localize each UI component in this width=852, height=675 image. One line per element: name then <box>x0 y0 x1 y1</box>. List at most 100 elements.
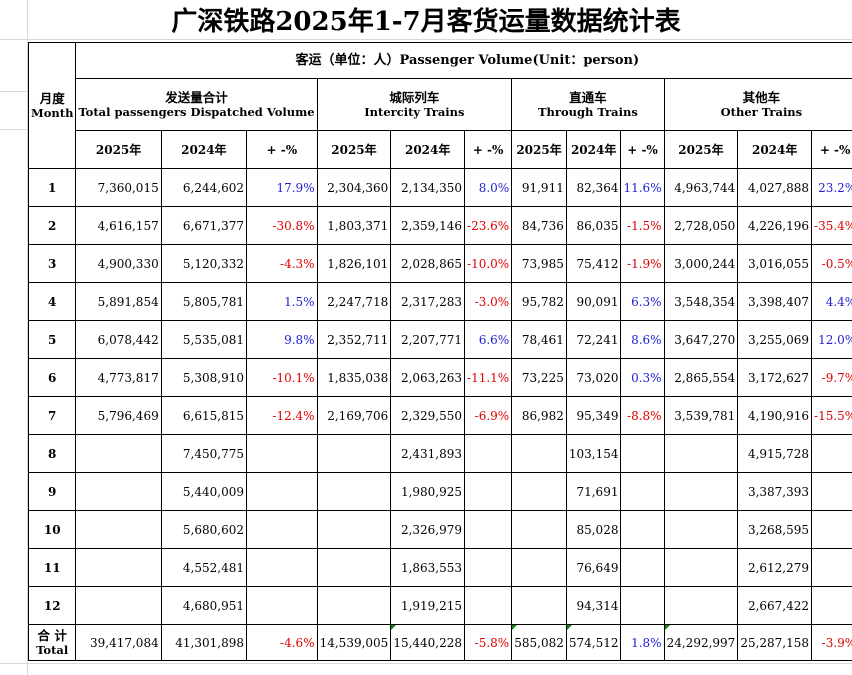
total-change-cell: 1.5% <box>246 282 318 321</box>
intercity-change-cell: 8.0% <box>464 168 513 207</box>
total-2025-cell: 6,078,442 <box>75 320 162 359</box>
other-2024-cell: 3,255,069 <box>737 320 813 359</box>
sub-header-cell: 2024年 <box>390 130 466 169</box>
other-2025-cell: 3,539,781 <box>663 396 739 435</box>
through-change-cell: -1.9% <box>620 244 665 283</box>
other-2024-cell: 2,667,422 <box>737 586 813 625</box>
other-2024-cell: 3,268,595 <box>737 510 813 549</box>
other-change-cell <box>811 586 852 625</box>
other-2024-cell: 4,226,196 <box>737 206 813 245</box>
through-change-cell: -8.8% <box>620 396 665 435</box>
group-header-other: 其他车 Other Trains <box>663 78 852 131</box>
intercity-2025-cell <box>316 434 392 473</box>
sub-header-cell: 2025年 <box>316 130 392 169</box>
data-table: 月度 Month 客运（单位：人）Passenger Volume(Unit：p… <box>27 42 852 661</box>
total-2024-cell: 5,680,602 <box>160 510 248 549</box>
month-cell: 5 <box>27 320 77 359</box>
through-change-cell: 8.6% <box>620 320 665 359</box>
month-cell: 10 <box>27 510 77 549</box>
other-change-cell <box>811 510 852 549</box>
through-2024-cell: 73,020 <box>565 358 622 397</box>
month-cell: 6 <box>27 358 77 397</box>
table-row: 11 4,552,481 1,863,553 76,649 2,612,279 <box>27 548 852 587</box>
intercity-2024-cell: 2,326,979 <box>390 510 466 549</box>
total-2025-cell <box>75 434 162 473</box>
intercity-2024-cell: 2,329,550 <box>390 396 466 435</box>
total-2024-cell: 5,805,781 <box>160 282 248 321</box>
through-2025-cell: 91,911 <box>511 168 567 207</box>
table-row: 1 7,360,015 6,244,602 17.9% 2,304,360 2,134,3… <box>27 168 852 207</box>
other-2024-cell: 4,027,888 <box>737 168 813 207</box>
sub-header-cell: 2025年 <box>75 130 162 169</box>
table-row: 9 5,440,009 1,980,925 71,691 3,387,393 <box>27 472 852 511</box>
other-2024-cell: 2,612,279 <box>737 548 813 587</box>
total-change-cell: 17.9% <box>246 168 318 207</box>
other-2024-cell: 3,016,055 <box>737 244 813 283</box>
total-2025-cell: 5,891,854 <box>75 282 162 321</box>
other-total-2024-cell: 25,287,158 <box>737 624 813 661</box>
through-change-cell: -1.5% <box>620 206 665 245</box>
through-2024-cell: 94,314 <box>565 586 622 625</box>
total-total-2024-cell: 41,301,898 <box>160 624 248 661</box>
total-2024-cell: 4,680,951 <box>160 586 248 625</box>
intercity-change-cell <box>464 510 513 549</box>
through-2025-cell <box>511 472 567 511</box>
month-cell: 2 <box>27 206 77 245</box>
total-2025-cell: 4,900,330 <box>75 244 162 283</box>
intercity-2025-cell <box>316 510 392 549</box>
intercity-2024-cell: 1,863,553 <box>390 548 466 587</box>
intercity-total-2024-cell: 15,440,228 <box>390 624 466 661</box>
other-2024-cell: 4,190,916 <box>737 396 813 435</box>
total-change-cell <box>246 548 318 587</box>
other-change-cell <box>811 434 852 473</box>
gridline <box>0 663 852 664</box>
intercity-change-cell <box>464 586 513 625</box>
other-change-cell: -35.4% <box>811 206 852 245</box>
other-total-2025-cell: 24,292,997 <box>663 624 739 661</box>
page-title: 广深铁路2025年1-7月客货运量数据统计表 <box>171 7 681 37</box>
intercity-change-cell: -3.0% <box>464 282 513 321</box>
through-2025-cell: 86,982 <box>511 396 567 435</box>
intercity-change-cell: -23.6% <box>464 206 513 245</box>
total-2025-cell <box>75 510 162 549</box>
intercity-2025-cell: 1,803,371 <box>316 206 392 245</box>
sub-header-cell: + -% <box>811 130 852 169</box>
other-2025-cell: 4,963,744 <box>663 168 739 207</box>
month-cell: 1 <box>27 168 77 207</box>
total-change-cell: -12.4% <box>246 396 318 435</box>
intercity-2025-cell: 2,352,711 <box>316 320 392 359</box>
intercity-change-cell <box>464 434 513 473</box>
intercity-2024-cell: 2,317,283 <box>390 282 466 321</box>
through-2025-cell: 78,461 <box>511 320 567 359</box>
through-change-cell <box>620 548 665 587</box>
intercity-change-cell: -6.9% <box>464 396 513 435</box>
other-2025-cell <box>663 586 739 625</box>
through-2024-cell: 103,154 <box>565 434 622 473</box>
group-header-intercity: 城际列车 Intercity Trains <box>316 78 513 131</box>
through-total-2024-cell: 574,512 <box>565 624 622 661</box>
month-cell: 11 <box>27 548 77 587</box>
total-total-2025-cell: 39,417,084 <box>75 624 162 661</box>
intercity-2024-cell: 2,063,263 <box>390 358 466 397</box>
other-2025-cell <box>663 434 739 473</box>
through-2024-cell: 82,364 <box>565 168 622 207</box>
total-change-cell: -30.8% <box>246 206 318 245</box>
total-change-cell <box>246 586 318 625</box>
through-change-cell <box>620 472 665 511</box>
intercity-change-cell <box>464 548 513 587</box>
month-header-cn: 月度 <box>39 90 65 106</box>
through-change-cell <box>620 510 665 549</box>
month-cell: 4 <box>27 282 77 321</box>
other-2024-cell: 4,915,728 <box>737 434 813 473</box>
other-2025-cell <box>663 510 739 549</box>
intercity-2025-cell: 1,835,038 <box>316 358 392 397</box>
total-2024-cell: 4,552,481 <box>160 548 248 587</box>
other-total-change-cell: -3.9% <box>811 624 852 661</box>
through-2024-cell: 75,412 <box>565 244 622 283</box>
month-header-en: Month <box>31 105 74 120</box>
table-row: 10 5,680,602 2,326,979 85,028 3,268,595 <box>27 510 852 549</box>
through-2025-cell <box>511 586 567 625</box>
month-cell: 9 <box>27 472 77 511</box>
total-2025-cell: 5,796,469 <box>75 396 162 435</box>
table-row: 5 6,078,442 5,535,081 9.8% 2,352,711 2,207,77… <box>27 320 852 359</box>
